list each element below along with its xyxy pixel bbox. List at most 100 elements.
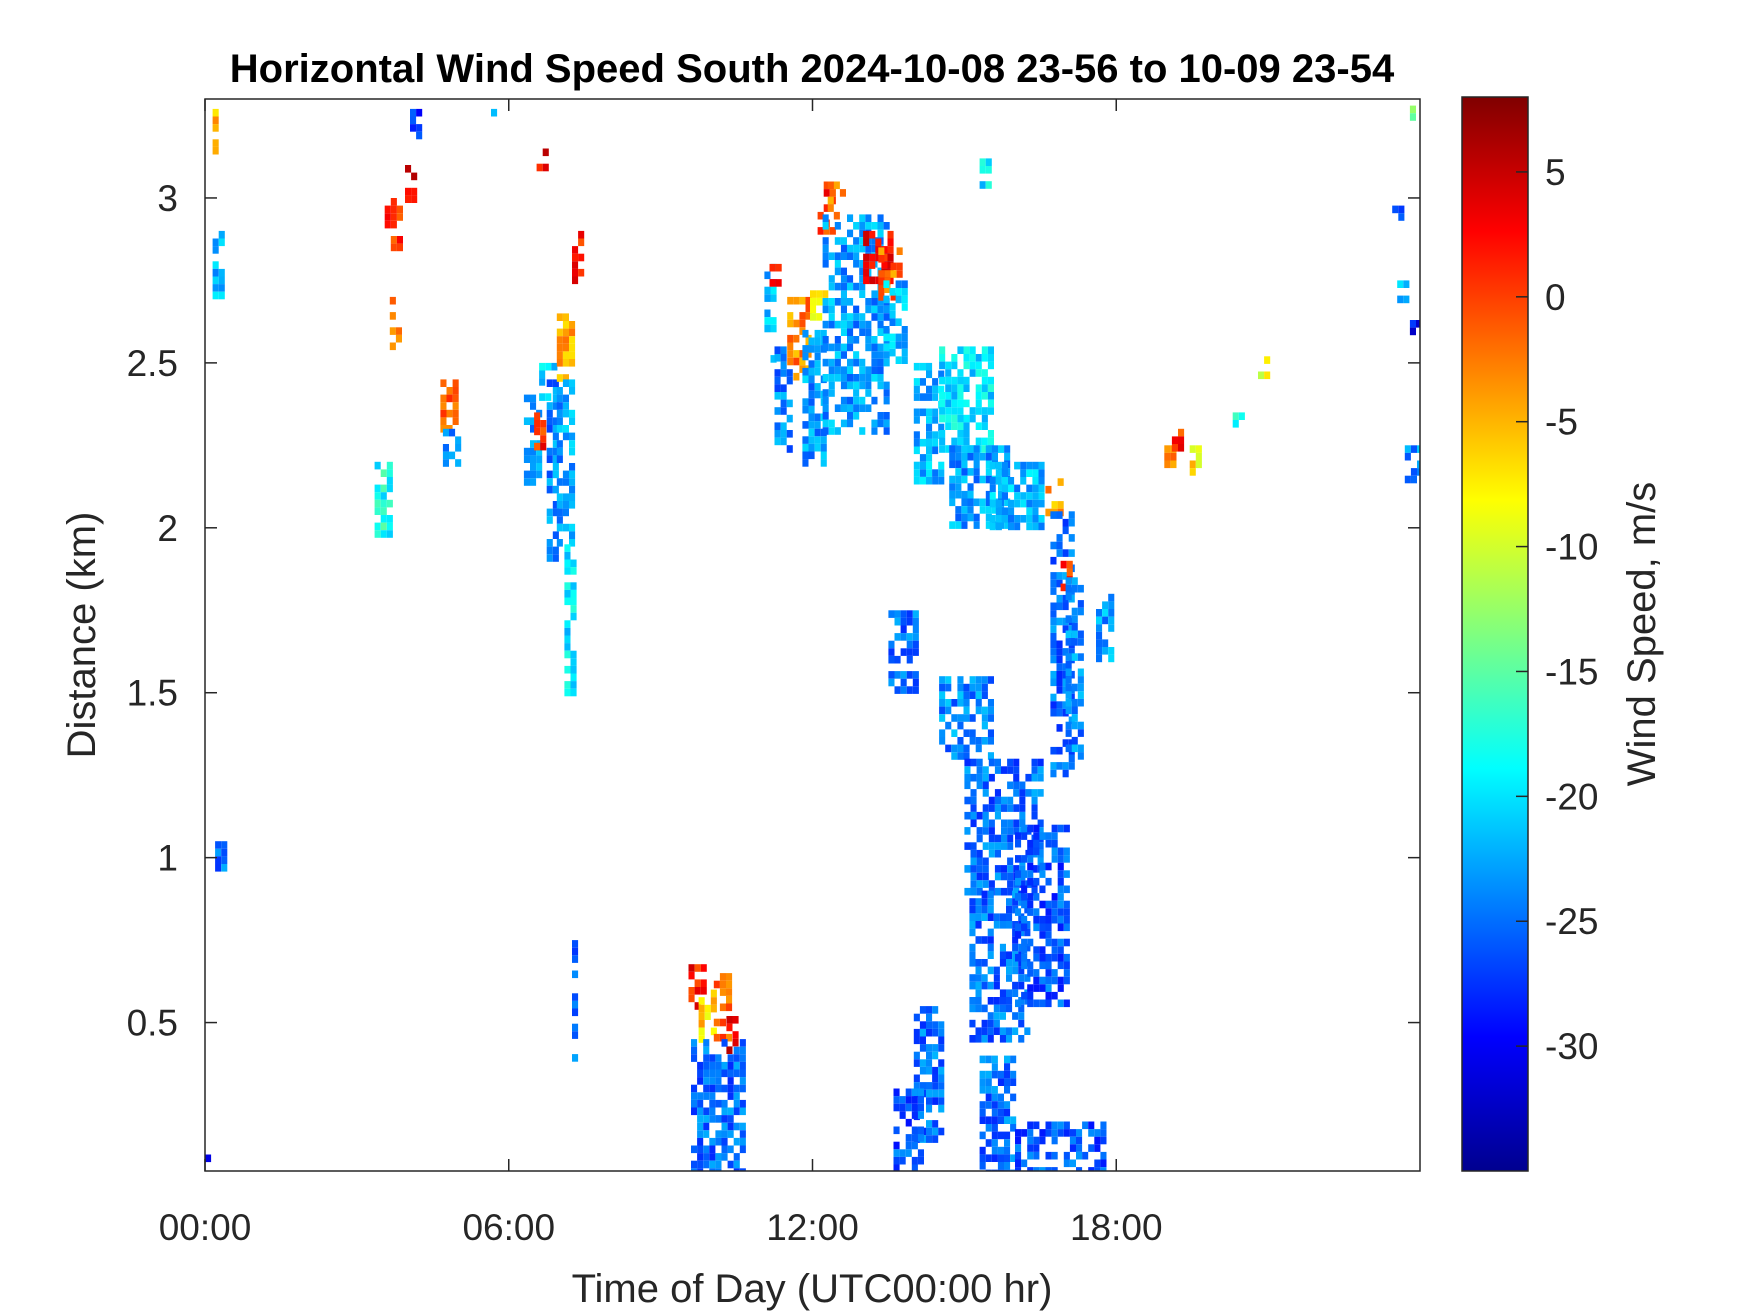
heatmap-cell [1021, 991, 1028, 1000]
heatmap-cell [822, 358, 829, 367]
heatmap-cell [1057, 847, 1064, 856]
heatmap-cell [1019, 804, 1026, 812]
heatmap-cell [1071, 706, 1078, 715]
heatmap-cell [1057, 961, 1064, 970]
heatmap-cell [987, 407, 994, 415]
heatmap-cell [887, 246, 894, 254]
heatmap-cell [938, 476, 945, 485]
heatmap-cell [911, 1096, 918, 1104]
heatmap-cell [853, 320, 860, 329]
heatmap-cell [1026, 507, 1033, 515]
heatmap-cell [726, 973, 733, 981]
heatmap-cell [1051, 847, 1058, 856]
heatmap-cell [863, 253, 870, 262]
heatmap-cell [552, 417, 559, 425]
heatmap-cell [1045, 961, 1052, 970]
heatmap-cell [829, 227, 836, 235]
heatmap-cell [889, 288, 896, 296]
heatmap-cell [949, 452, 956, 461]
heatmap-cell [820, 436, 827, 444]
heatmap-cell [1096, 624, 1103, 632]
heatmap-cell [1045, 485, 1052, 494]
heatmap-cell [221, 841, 228, 849]
heatmap-cell [1012, 898, 1019, 906]
heatmap-cell [1045, 991, 1052, 1000]
heatmap-cell [215, 848, 222, 857]
heatmap-cell [883, 280, 890, 288]
heatmap-cell [802, 352, 809, 361]
heatmap-cell [814, 421, 821, 429]
heatmap-cell [810, 297, 817, 306]
heatmap-cell [981, 706, 988, 715]
heatmap-cell [912, 671, 919, 679]
heatmap-cell [994, 758, 1001, 767]
heatmap-cell [982, 857, 989, 866]
heatmap-cell [1410, 445, 1417, 453]
heatmap-cell [808, 428, 815, 437]
heatmap-cell [688, 964, 695, 972]
heatmap-cell [982, 811, 989, 820]
heatmap-cell [814, 329, 821, 338]
heatmap-cell [534, 412, 541, 420]
heatmap-cell [1031, 887, 1038, 896]
heatmap-cell [853, 396, 860, 405]
heatmap-cell [834, 267, 841, 276]
heatmap-cell [906, 671, 913, 679]
heatmap-cell [847, 374, 854, 382]
heatmap-cell [1063, 908, 1070, 916]
heatmap-cell [770, 294, 777, 302]
heatmap-cell [774, 376, 781, 385]
heatmap-cell [1006, 989, 1013, 997]
heatmap-cell [703, 1122, 710, 1131]
heatmap-cell [883, 412, 890, 420]
heatmap-cell [390, 205, 397, 214]
heatmap-cell [871, 290, 878, 298]
colorbar-tick-label: 5 [1545, 152, 1566, 193]
heatmap-cell [703, 1145, 710, 1154]
heatmap-cell [552, 455, 559, 463]
heatmap-cell [895, 333, 902, 342]
heatmap-cells [205, 105, 1420, 1171]
heatmap-cell [822, 404, 829, 412]
heatmap-cell [1001, 477, 1008, 485]
heatmap-cell [390, 198, 397, 206]
heatmap-cell [564, 551, 571, 560]
heatmap-cell [1018, 928, 1025, 937]
heatmap-patch [939, 346, 994, 453]
heatmap-cell [572, 1023, 579, 1032]
heatmap-cell [926, 438, 933, 447]
heatmap-cell [1004, 498, 1011, 507]
heatmap-cell [1062, 769, 1069, 778]
colorbar-tick-label: -10 [1545, 527, 1598, 568]
heatmap-cell [981, 414, 988, 423]
heatmap-cell [808, 436, 815, 444]
heatmap-cell [1056, 701, 1063, 709]
heatmap-cell [1038, 515, 1045, 523]
heatmap-cell [1024, 943, 1031, 952]
heatmap-cell [1024, 974, 1031, 982]
heatmap-cell [1013, 766, 1020, 774]
heatmap-cell [985, 166, 992, 174]
heatmap-cell [562, 374, 569, 382]
heatmap-cell [1057, 1129, 1064, 1137]
heatmap-cell [802, 436, 809, 444]
heatmap-cell [967, 483, 974, 491]
heatmap-cell [979, 158, 986, 166]
heatmap-cell [964, 781, 971, 790]
heatmap-cell [881, 246, 888, 254]
heatmap-cell [820, 459, 827, 467]
heatmap-cell [1045, 969, 1052, 977]
heatmap-cell [911, 1111, 918, 1119]
heatmap-cell [212, 291, 219, 300]
heatmap-cell [1031, 796, 1038, 805]
heatmap-cell [987, 936, 994, 944]
heatmap-cell [957, 399, 964, 408]
heatmap-cell [691, 1168, 698, 1171]
heatmap-cell [721, 1145, 728, 1154]
heatmap-cell [697, 1069, 704, 1078]
heatmap-cell [703, 1069, 710, 1078]
heatmap-cell [932, 469, 939, 477]
heatmap-cell [964, 773, 971, 782]
heatmap-cell [913, 393, 920, 401]
heatmap-cell [913, 385, 920, 394]
